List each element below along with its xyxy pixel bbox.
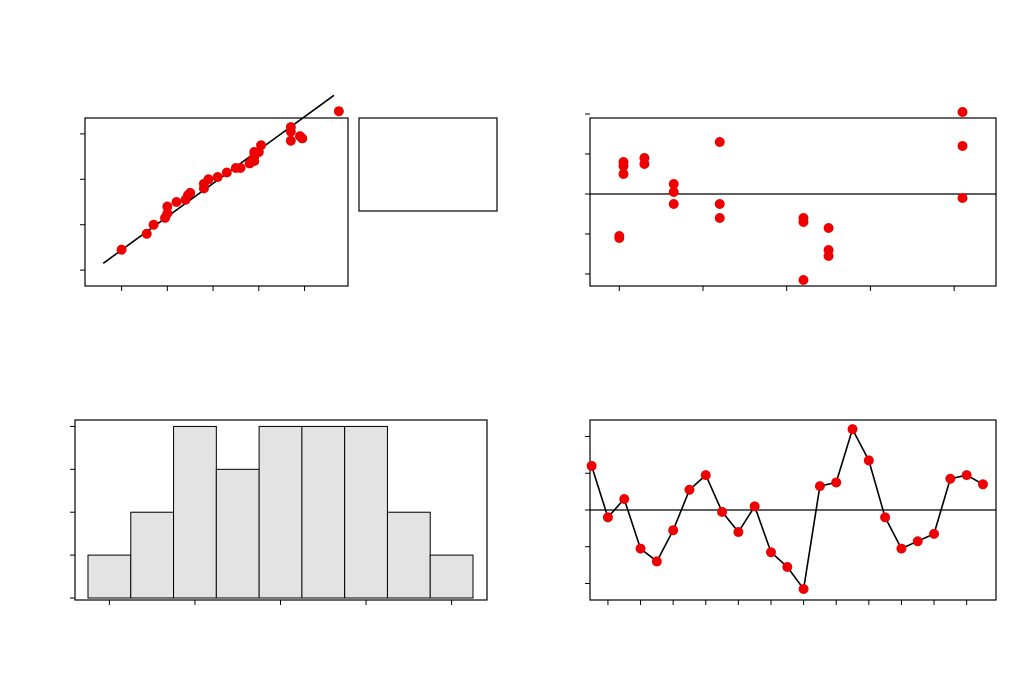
- rvo-point-19: [896, 543, 907, 554]
- rvo-point-3: [635, 543, 646, 554]
- rvo-point-23: [961, 470, 972, 481]
- hist-bar-2: [173, 425, 217, 599]
- hist-bar-7: [386, 511, 431, 599]
- rvo-point-24: [977, 479, 988, 490]
- rvf-point-3: [618, 157, 629, 167]
- rvo-point-4: [651, 556, 662, 567]
- npp-point-21: [256, 140, 267, 151]
- rvf-frame: [589, 117, 997, 287]
- residuals-versus-order-plot: [585, 419, 997, 605]
- rvf-point-12: [714, 213, 725, 223]
- npp-point-29: [333, 106, 344, 117]
- rvf-point-19: [957, 107, 968, 117]
- npp-point-9: [185, 187, 196, 198]
- npp-point-1: [141, 228, 152, 239]
- rvo-point-14: [814, 481, 825, 492]
- residuals-versus-fits-plot: [585, 107, 997, 291]
- histogram-of-residuals: [70, 419, 488, 605]
- rvf-point-10: [714, 137, 725, 147]
- rvo-point-22: [945, 473, 956, 484]
- npp-point-27: [285, 135, 296, 146]
- rvf-point-9: [668, 199, 679, 209]
- rvf-point-16: [823, 223, 834, 233]
- npp-point-23: [249, 147, 260, 158]
- rvf-point-4: [618, 169, 629, 179]
- rvo-point-16: [847, 424, 858, 435]
- hist-bar-1: [130, 511, 175, 599]
- npp-point-26: [285, 126, 296, 137]
- npp-point-14: [221, 167, 232, 178]
- rvo-point-11: [765, 547, 776, 558]
- hist-bar-3: [215, 468, 260, 599]
- rvf-point-20: [957, 141, 968, 151]
- rvf-point-1: [614, 233, 625, 243]
- rvo-point-1: [602, 512, 613, 523]
- rvo-point-10: [749, 501, 760, 512]
- rvf-point-7: [668, 179, 679, 189]
- hist-bar-5: [301, 425, 346, 599]
- rvo-point-0: [586, 460, 597, 471]
- npp-point-13: [212, 172, 223, 183]
- rvo-point-8: [717, 506, 728, 517]
- hist-bar-8: [429, 554, 474, 599]
- rvo-point-13: [798, 583, 809, 594]
- rvo-point-20: [912, 536, 923, 547]
- rvf-point-6: [639, 159, 650, 169]
- npp-frame: [84, 117, 349, 287]
- rvo-point-21: [929, 528, 940, 539]
- rvf-point-18: [823, 251, 834, 261]
- normal-probability-plot: [80, 94, 349, 291]
- hist-bar-4: [258, 425, 303, 599]
- rvf-point-21: [957, 193, 968, 203]
- rvo-point-9: [733, 527, 744, 538]
- rvf-point-14: [798, 217, 809, 227]
- hist-bar-0: [87, 554, 132, 599]
- npp-point-5: [162, 201, 173, 212]
- rvo-point-7: [700, 470, 711, 481]
- npp-point-28: [297, 133, 308, 144]
- rvf-point-15: [798, 275, 809, 285]
- legend-box: [358, 117, 498, 212]
- rvo-point-2: [619, 493, 630, 504]
- hist-bar-6: [344, 425, 388, 599]
- rvf-point-8: [668, 187, 679, 197]
- rvo-point-12: [782, 561, 793, 572]
- npp-point-0: [116, 244, 127, 255]
- rvo-point-18: [880, 512, 891, 523]
- rvo-point-15: [831, 477, 842, 488]
- rvo-point-17: [863, 455, 874, 466]
- rvo-point-6: [684, 484, 695, 495]
- rvo-point-5: [668, 525, 679, 536]
- npp-point-6: [171, 197, 182, 207]
- npp-point-12: [203, 174, 214, 185]
- rvf-point-11: [714, 199, 725, 209]
- npp-point-16: [235, 162, 246, 173]
- npp-point-22: [249, 156, 260, 167]
- npp-point-2: [148, 219, 159, 230]
